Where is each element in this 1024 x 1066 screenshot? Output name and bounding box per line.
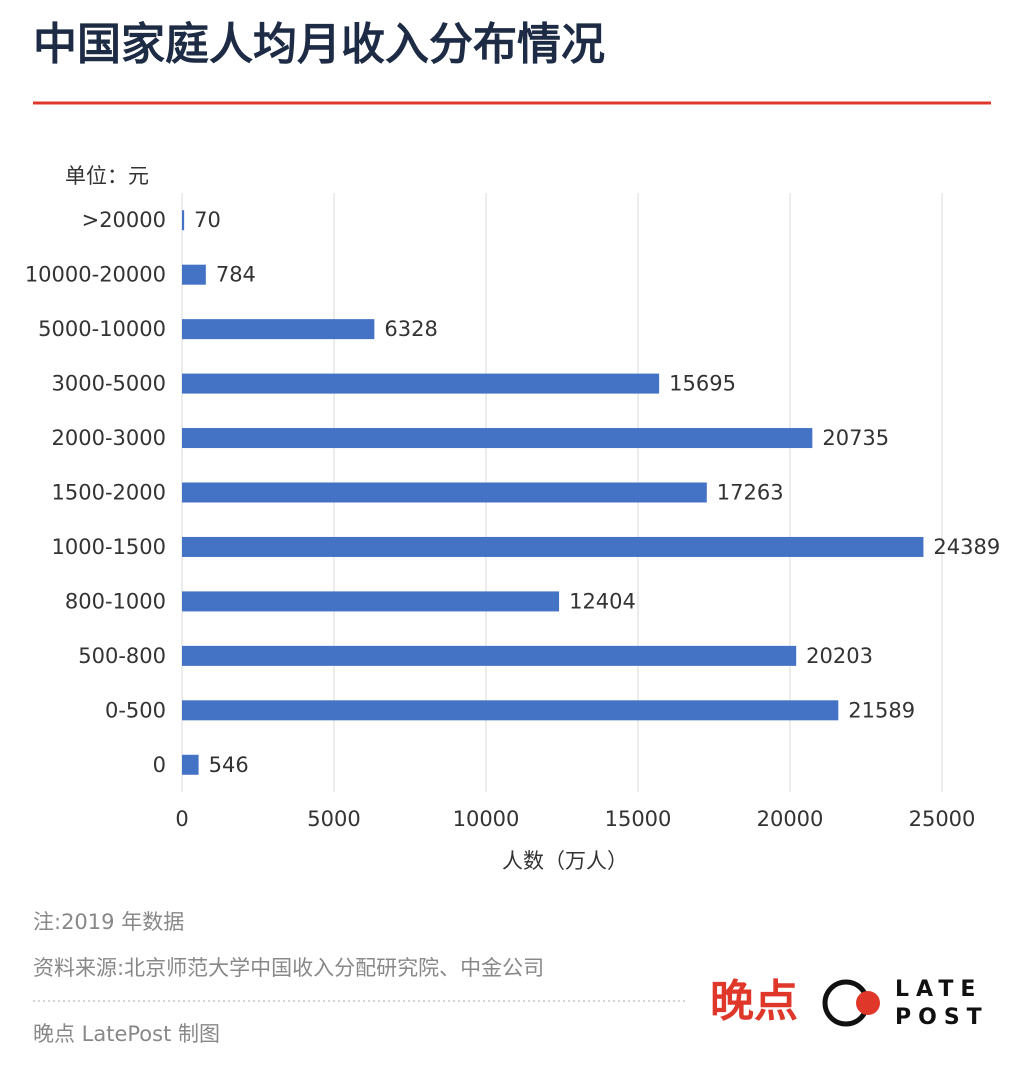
credit: 晚点 LatePost 制图 (33, 1022, 220, 1046)
bar (182, 482, 707, 503)
x-axis-label: 人数（万人） (502, 849, 628, 873)
y-tick-label: 500-800 (78, 644, 166, 668)
y-tick-label: 1500-2000 (52, 481, 166, 505)
value-label: 20735 (822, 426, 889, 450)
value-label: 21589 (848, 698, 915, 722)
y-tick-label: 1000-1500 (52, 535, 166, 559)
value-label: 546 (209, 753, 249, 777)
value-label: 20203 (806, 644, 873, 668)
y-tick-label: 800-1000 (65, 589, 166, 613)
logo-name: 晚点 (710, 976, 798, 1027)
y-tick-label: 0 (153, 753, 166, 777)
value-label: 6328 (384, 317, 437, 341)
bar (182, 428, 813, 449)
bar (182, 210, 185, 231)
x-tick-label: 5000 (307, 807, 360, 831)
bar (182, 319, 375, 340)
value-label: 70 (194, 208, 221, 232)
x-tick-label: 25000 (909, 807, 976, 831)
logo-dot (856, 991, 880, 1015)
bar (182, 591, 560, 612)
logo-post: POST (895, 1005, 989, 1030)
bar (182, 645, 797, 666)
x-tick-label: 20000 (757, 807, 824, 831)
x-tick-label: 10000 (453, 807, 520, 831)
bar (182, 536, 924, 557)
value-label: 15695 (669, 372, 736, 396)
y-tick-label: 3000-5000 (52, 372, 166, 396)
bar (182, 264, 206, 285)
y-tick-label: >20000 (82, 208, 166, 232)
logo-late: LATE (895, 977, 982, 1002)
x-tick-label: 0 (175, 807, 188, 831)
source: 资料来源:北京师范大学中国收入分配研究院、中金公司 (33, 956, 544, 980)
chart-title: 中国家庭人均月收入分布情况 (33, 19, 605, 70)
value-label: 24389 (933, 535, 1000, 559)
y-tick-label: 0-500 (105, 698, 166, 722)
bar (182, 700, 839, 721)
note: 注:2019 年数据 (33, 910, 184, 934)
bar (182, 754, 199, 775)
value-label: 17263 (717, 481, 784, 505)
value-label: 784 (216, 263, 256, 287)
y-tick-label: 2000-3000 (52, 426, 166, 450)
x-tick-label: 15000 (605, 807, 672, 831)
unit-label: 单位：元 (65, 164, 149, 188)
y-tick-label: 10000-20000 (25, 263, 166, 287)
bar (182, 373, 660, 394)
value-label: 12404 (569, 589, 636, 613)
y-tick-label: 5000-10000 (38, 317, 166, 341)
